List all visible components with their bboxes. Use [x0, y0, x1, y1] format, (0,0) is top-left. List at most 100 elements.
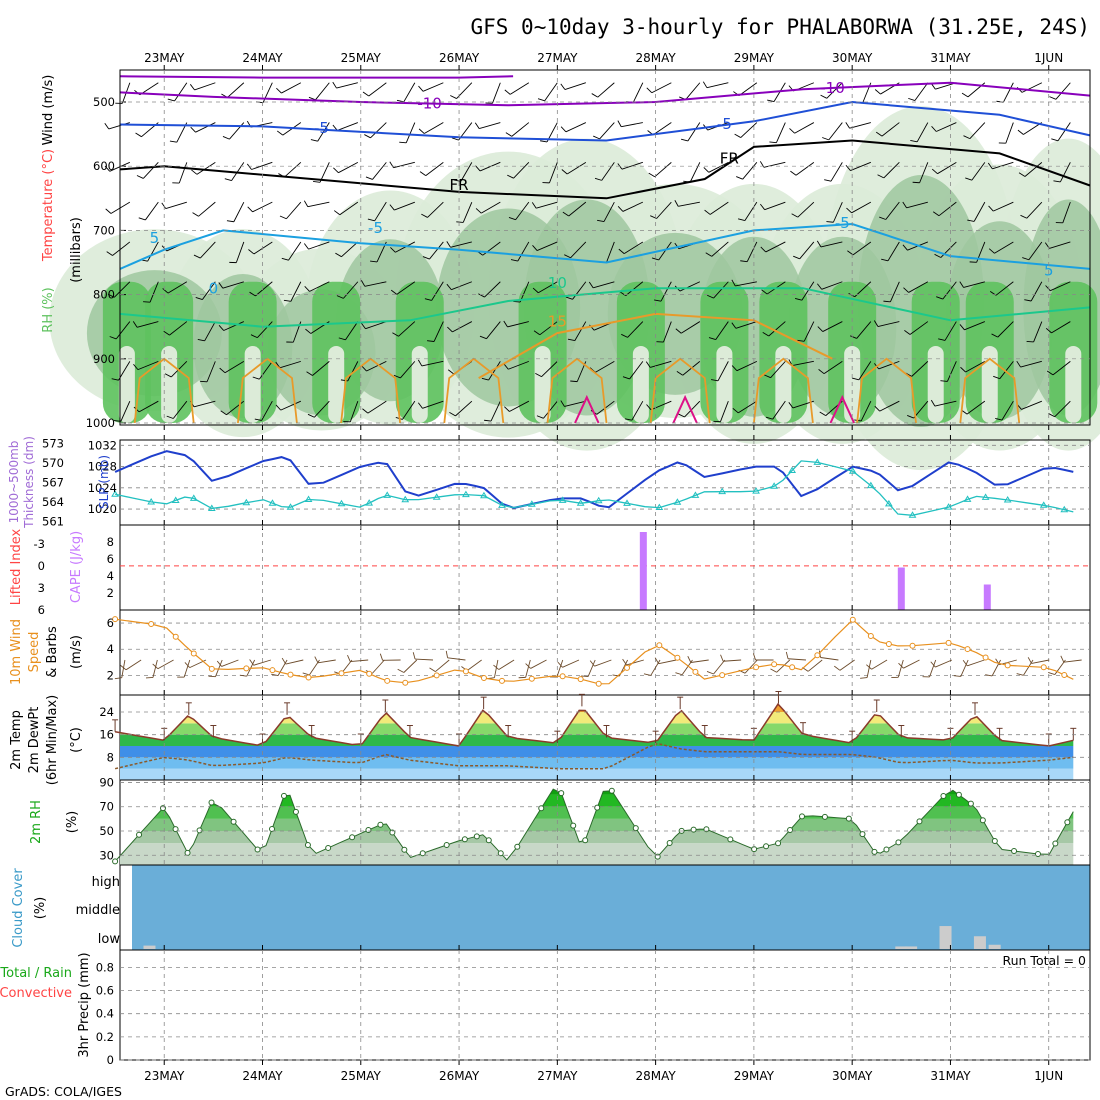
upper-label-rh: RH (%) — [41, 287, 56, 332]
rh2m-marker — [172, 826, 179, 833]
upper-wind-barb — [574, 321, 587, 341]
upper-wind-barb — [198, 201, 216, 217]
thickness-marker — [480, 491, 488, 499]
upper-wind-barb-flag — [475, 208, 482, 214]
upper-wind-barb — [940, 241, 957, 258]
rh-area-gap — [1065, 345, 1082, 423]
upper-wind-barb — [307, 201, 330, 208]
cape-tick-label: 8 — [107, 535, 114, 549]
upper-wind-barb — [222, 281, 244, 289]
upper-wind-barb-flag — [162, 288, 169, 294]
cape-label: CAPE (J/kg) — [69, 531, 84, 603]
upper-wind-barb-flag — [419, 171, 427, 176]
wind10-speed-marker — [789, 664, 796, 671]
rh-area-gap — [927, 345, 944, 423]
rh2m-marker — [514, 843, 521, 850]
rh2m-marker — [325, 844, 332, 851]
wind10-barb — [713, 659, 726, 675]
upper-wind-barb-flag — [845, 122, 850, 129]
upper-wind-barb-flag — [874, 405, 881, 412]
upper-wind-barb — [364, 281, 387, 287]
wind10-speed-marker — [753, 664, 760, 671]
contour-15-cell — [856, 357, 917, 424]
wind10-barb-flag — [1060, 655, 1065, 663]
wind10-barb — [744, 659, 758, 674]
upper-wind-barb — [1021, 400, 1043, 410]
upper-wind-barb-flag — [447, 369, 455, 375]
upper-wind-barb-flag — [703, 167, 710, 173]
upper-wind-barb-flag — [418, 85, 424, 92]
upper-wind-barb-flag — [191, 169, 198, 175]
upper-wind-barb-flag — [190, 126, 196, 133]
upper-wind-barb — [519, 281, 530, 303]
upper-wind-barb-flag — [313, 180, 321, 183]
wind10-barb — [594, 659, 612, 667]
upper-wind-barb — [709, 201, 729, 215]
top-date-label: 31MAY — [930, 51, 971, 65]
upper-wind-barb-flag — [218, 325, 225, 331]
wind10-barb-flag — [834, 665, 841, 671]
footer-credit: GrADS: COLA/IGES — [5, 1084, 122, 1099]
upper-wind-barb-flag — [218, 282, 224, 289]
upper-wind-barb — [1050, 281, 1071, 292]
upper-wind-barb — [281, 82, 302, 94]
upper-wind-barb — [341, 241, 359, 258]
upper-wind-barb-flag — [931, 168, 938, 175]
thickness-tick-label: 573 — [42, 436, 64, 450]
contour-fr — [119, 139, 1091, 200]
rh2m-marker — [473, 833, 480, 840]
temp2m-label-b: 2m DewPt — [27, 707, 42, 774]
upper-wind-barb-flag — [881, 258, 889, 262]
upper-wind-barb-flag — [224, 178, 232, 182]
cape-lifted-index-panel: 8 6 4 2 -3 0 3 6 Lifted Index CAPE (J/kg) — [9, 520, 1091, 617]
upper-wind-barb-flag — [166, 415, 174, 419]
upper-wind-barb — [572, 281, 587, 300]
upper-wind-barb-flag — [537, 98, 545, 102]
temp2m-band — [120, 768, 1074, 780]
thickness-marker — [242, 498, 251, 506]
upper-wind-barb — [821, 281, 843, 290]
thickness-marker — [171, 496, 180, 503]
wind10-barb-flag — [675, 672, 683, 676]
rh2m-marker — [1011, 848, 1018, 854]
upper-wind-barb-flag — [991, 333, 998, 338]
upper-wind-barb — [566, 161, 587, 175]
thickness-marker — [623, 499, 631, 506]
rh-area-gap — [632, 345, 649, 423]
contour-label: -5 — [717, 115, 732, 133]
rh2m-marker — [608, 787, 615, 794]
upper-wind-barb — [462, 201, 473, 223]
rh2m-marker — [558, 790, 565, 797]
upper-wind-barb — [772, 400, 786, 420]
bottom-date-label: 1JUN — [1034, 1069, 1063, 1083]
upper-wind-barb — [312, 361, 330, 376]
upper-wind-barb-flag — [873, 320, 879, 327]
upper-wind-barb-flag — [788, 402, 794, 409]
upper-wind-barb — [536, 241, 558, 251]
upper-wind-barb-flag — [275, 361, 281, 369]
upper-label-units: (millibars) — [69, 217, 84, 283]
upper-wind-barb — [484, 281, 501, 298]
upper-wind-barb-flag — [940, 380, 948, 382]
upper-wind-barb-flag — [570, 380, 578, 383]
wind10-barb-flag — [985, 674, 993, 677]
upper-wind-barb — [913, 400, 929, 419]
upper-wind-barb-flag — [764, 374, 771, 379]
upper-wind-barb — [231, 162, 245, 181]
wind10-barb-flag — [770, 668, 777, 673]
upper-wind-barb-flag — [283, 299, 291, 302]
upper-wind-barb — [290, 281, 302, 302]
wind10-barb-flag — [898, 662, 904, 669]
upper-wind-barb-flag — [161, 202, 167, 209]
rh2m-marker — [208, 799, 215, 806]
wind10-barb — [277, 659, 288, 676]
wind10-barb-flag — [706, 671, 714, 675]
upper-wind-barb-flag — [332, 81, 337, 89]
temp2m-tick-label: 16 — [99, 728, 114, 742]
upper-wind-barb-flag — [704, 209, 711, 215]
bottom-date-label: 26MAY — [439, 1069, 480, 1083]
upper-wind-barb-flag — [961, 92, 969, 98]
upper-wind-barb — [627, 321, 644, 338]
upper-wind-barb — [517, 241, 530, 262]
